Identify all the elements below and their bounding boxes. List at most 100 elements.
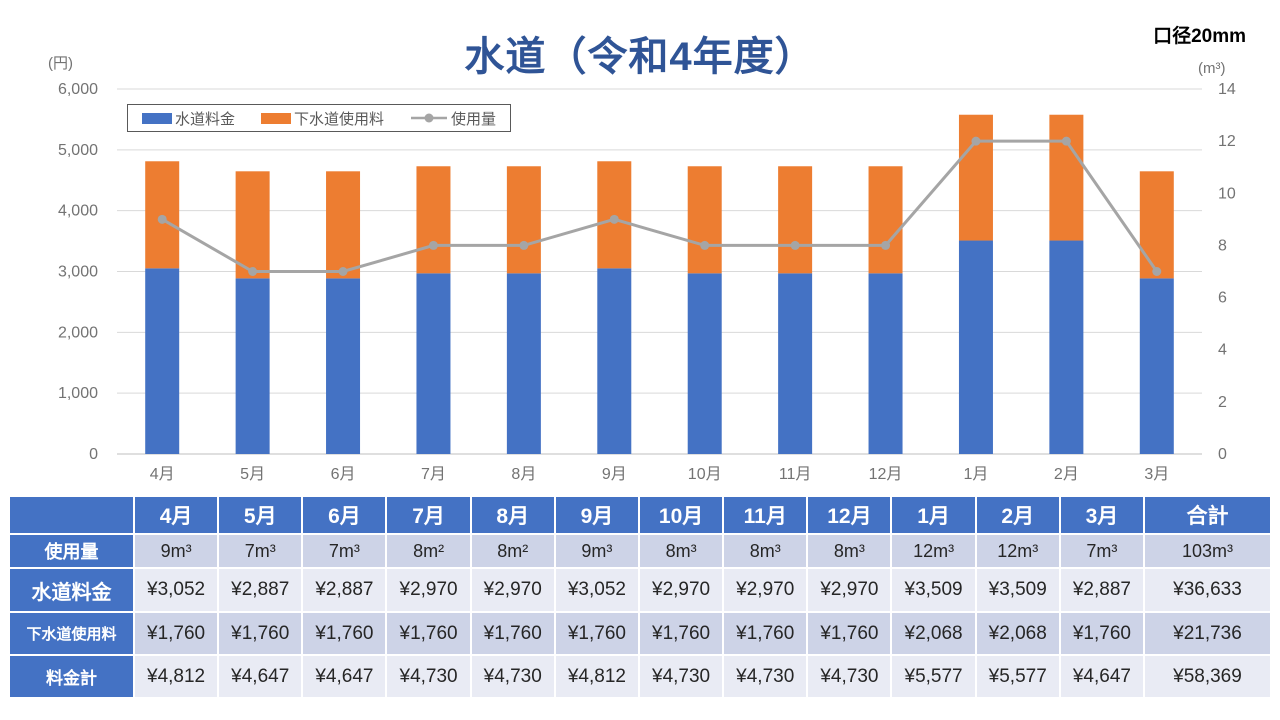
column-header: 1月 bbox=[892, 497, 975, 533]
table-cell: ¥2,068 bbox=[976, 613, 1059, 654]
column-header: 7月 bbox=[387, 497, 470, 533]
usage-line-marker-icon bbox=[411, 113, 448, 123]
usage-marker bbox=[971, 136, 981, 146]
sewer-fee-bar bbox=[1139, 171, 1174, 279]
table-cell: ¥2,970 bbox=[387, 569, 470, 611]
sewer-fee-bar bbox=[145, 161, 180, 269]
x-axis-category-label: 2月 bbox=[1054, 466, 1079, 483]
left-axis-tick-label: 1,000 bbox=[58, 385, 98, 402]
x-axis-category-label: 1月 bbox=[964, 466, 989, 483]
legend-item-water-fee: 水道料金 bbox=[142, 108, 235, 129]
table-cell: ¥4,647 bbox=[1060, 656, 1143, 697]
sewer-fee-bar bbox=[868, 166, 903, 274]
x-axis-category-label: 9月 bbox=[602, 466, 627, 483]
usage-marker bbox=[428, 240, 438, 250]
table-cell: ¥2,887 bbox=[303, 569, 386, 611]
table-cell: ¥2,970 bbox=[639, 569, 723, 611]
table-cell: ¥1,760 bbox=[219, 613, 302, 654]
table-corner-cell bbox=[10, 497, 133, 533]
usage-marker bbox=[881, 240, 891, 250]
legend-label-water-fee: 水道料金 bbox=[175, 110, 236, 128]
sewer-fee-bar bbox=[1049, 114, 1084, 241]
table-cell: 7m³ bbox=[303, 535, 386, 567]
right-axis-tick-label: 8 bbox=[1218, 237, 1227, 254]
usage-marker bbox=[1061, 136, 1071, 146]
row-header: 使用量 bbox=[10, 535, 133, 567]
water-fee-bar bbox=[958, 240, 993, 454]
x-axis-category-label: 10月 bbox=[688, 466, 722, 483]
table-cell: ¥3,509 bbox=[892, 569, 975, 611]
table-cell: ¥4,730 bbox=[724, 656, 807, 697]
usage-marker bbox=[700, 240, 710, 250]
chart-title: 水道（令和4年度） bbox=[464, 35, 816, 79]
column-header: 2月 bbox=[976, 497, 1059, 533]
right-axis-tick-label: 2 bbox=[1218, 394, 1227, 411]
table-cell: ¥1,760 bbox=[724, 613, 807, 654]
table-cell: ¥1,760 bbox=[471, 613, 554, 654]
table-cell: 9m³ bbox=[555, 535, 638, 567]
column-header: 9月 bbox=[555, 497, 638, 533]
usage-marker bbox=[519, 240, 529, 250]
table-cell: ¥4,730 bbox=[387, 656, 470, 697]
table-cell: ¥2,068 bbox=[892, 613, 975, 654]
table-cell: ¥4,812 bbox=[135, 656, 218, 697]
water-fee-bar bbox=[597, 268, 632, 454]
data-table: 4月 5月 6月 7月 8月 9月 10月 11月 12月 1月 2月 3月 合計 使用量 9m³ 7m³ 7m… bbox=[10, 497, 1270, 697]
table-cell: 8m² bbox=[387, 535, 470, 567]
sewer-fee-bar bbox=[958, 114, 993, 241]
table-cell: ¥4,812 bbox=[555, 656, 638, 697]
water-fee-bar bbox=[778, 273, 813, 454]
table-cell: 12m³ bbox=[892, 535, 975, 567]
table-cell: ¥5,577 bbox=[976, 656, 1059, 697]
row-header: 水道料金 bbox=[10, 569, 133, 611]
table-cell: ¥4,647 bbox=[219, 656, 302, 697]
table-cell: ¥1,760 bbox=[303, 613, 386, 654]
water-fee-bar bbox=[326, 278, 361, 454]
column-header: 10月 bbox=[639, 497, 723, 533]
row-header: 料金計 bbox=[10, 656, 133, 697]
water-fee-bar bbox=[235, 278, 270, 454]
left-axis-tick-label: 5,000 bbox=[58, 142, 98, 159]
sewer-fee-bar bbox=[778, 166, 813, 274]
table-cell: ¥1,760 bbox=[1060, 613, 1143, 654]
sewer-fee-bar bbox=[235, 171, 270, 279]
x-axis-category-label: 11月 bbox=[779, 466, 812, 483]
x-axis-category-label: 6月 bbox=[331, 466, 356, 483]
table-cell: ¥4,730 bbox=[471, 656, 554, 697]
table-cell: ¥2,970 bbox=[724, 569, 807, 611]
table-cell: ¥21,736 bbox=[1144, 613, 1270, 654]
table-cell: ¥2,887 bbox=[1060, 569, 1143, 611]
table-cell: ¥2,970 bbox=[808, 569, 891, 611]
x-axis-category-label: 5月 bbox=[240, 466, 265, 483]
table-cell: ¥1,760 bbox=[639, 613, 723, 654]
table-cell: 8m³ bbox=[808, 535, 891, 567]
x-axis-category-label: 8月 bbox=[511, 466, 536, 483]
sewer-fee-bar bbox=[687, 166, 722, 274]
table-cell: ¥2,970 bbox=[471, 569, 554, 611]
table-cell: 8m³ bbox=[724, 535, 807, 567]
table-cell: ¥1,760 bbox=[387, 613, 470, 654]
column-header: 3月 bbox=[1060, 497, 1143, 533]
water-fee-swatch-icon bbox=[142, 112, 172, 124]
right-axis-tick-label: 14 bbox=[1218, 81, 1236, 98]
table-cell: ¥1,760 bbox=[555, 613, 638, 654]
table-cell: ¥36,633 bbox=[1144, 569, 1270, 611]
left-axis-tick-label: 4,000 bbox=[58, 203, 98, 220]
left-axis-tick-label: 2,000 bbox=[58, 324, 98, 341]
right-axis-unit-label: (m³) bbox=[1198, 60, 1226, 77]
table-cell: ¥4,647 bbox=[303, 656, 386, 697]
chart-legend: 水道料金 下水道使用料 使用量 bbox=[127, 104, 512, 132]
usage-marker bbox=[338, 267, 348, 276]
table-cell: 8m² bbox=[471, 535, 554, 567]
table-cell: 7m³ bbox=[219, 535, 302, 567]
table-cell: ¥4,730 bbox=[808, 656, 891, 697]
table-cell: 7m³ bbox=[1060, 535, 1143, 567]
table-cell: 9m³ bbox=[135, 535, 218, 567]
table-cell: ¥1,760 bbox=[808, 613, 891, 654]
usage-marker bbox=[609, 214, 619, 224]
table-cell: ¥4,730 bbox=[639, 656, 723, 697]
sewer-fee-bar bbox=[506, 166, 541, 274]
water-fee-bar bbox=[416, 273, 451, 454]
table-cell: ¥3,052 bbox=[135, 569, 218, 611]
column-header: 11月 bbox=[724, 497, 807, 533]
